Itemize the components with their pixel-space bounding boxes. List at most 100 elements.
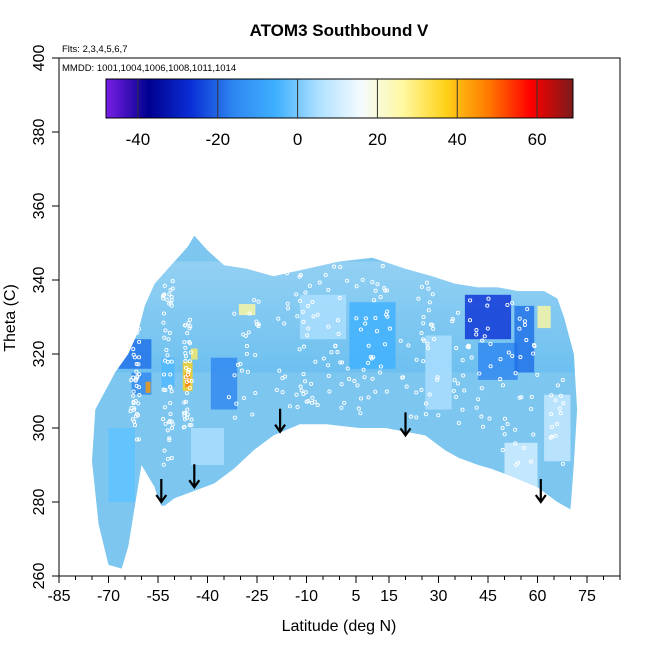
observation-point — [303, 379, 308, 384]
observation-point — [479, 414, 484, 419]
observation-point — [133, 399, 138, 404]
observation-point — [373, 389, 378, 394]
flights-annotation: Flts: 2,3,4,5,6,7 — [62, 44, 127, 55]
observation-point — [382, 342, 388, 347]
observation-point — [127, 325, 133, 330]
observation-point — [306, 303, 311, 308]
observation-point — [505, 302, 510, 308]
observation-point — [187, 341, 192, 346]
observation-point — [185, 407, 190, 412]
observation-point — [485, 303, 490, 308]
observation-point — [163, 388, 168, 393]
observation-point — [424, 280, 429, 285]
observation-point — [309, 381, 314, 386]
observation-point — [370, 376, 375, 381]
y-tick-label: 280 — [31, 489, 48, 516]
observation-point — [161, 292, 167, 298]
tropopause-arrow — [274, 408, 286, 434]
observation-point — [132, 419, 137, 424]
observation-point — [425, 346, 431, 351]
observation-point — [455, 310, 461, 315]
observation-point — [414, 390, 419, 395]
observation-point — [531, 351, 536, 356]
colorbar: -40 -20 0 20 40 60 — [105, 78, 574, 149]
x-tick-label: -85 — [47, 588, 70, 605]
observation-point — [452, 378, 457, 383]
observation-point — [421, 359, 426, 364]
observation-point — [128, 409, 133, 414]
observation-point — [189, 417, 194, 422]
x-tick-label: -40 — [196, 588, 219, 605]
observation-point — [513, 441, 518, 446]
colorbar-tick-label: 0 — [293, 130, 302, 149]
observation-point — [400, 375, 405, 380]
observation-point — [510, 300, 515, 306]
y-tick-label: 340 — [31, 267, 48, 294]
observation-point — [352, 378, 357, 383]
observation-point — [398, 338, 403, 343]
observation-point — [244, 351, 249, 356]
observation-point — [558, 411, 563, 416]
observation-point — [185, 412, 190, 417]
observation-point — [285, 301, 290, 306]
observation-point — [406, 343, 411, 348]
observation-point — [250, 412, 255, 417]
observation-point — [366, 360, 371, 365]
observation-point — [285, 306, 291, 311]
observation-point — [500, 448, 505, 453]
observation-point — [553, 433, 558, 438]
observation-point — [167, 292, 172, 297]
observation-point — [460, 407, 465, 412]
y-axis-label: Theta (C) — [2, 284, 19, 352]
observation-point — [134, 411, 140, 417]
observation-point — [131, 389, 136, 394]
observation-point — [184, 391, 190, 396]
observation-point — [414, 357, 419, 362]
observation-point — [369, 356, 374, 361]
observation-point — [374, 329, 380, 334]
observation-point — [168, 411, 173, 417]
observation-point — [132, 423, 138, 428]
tropopause-arrow — [188, 464, 201, 490]
observation-point — [549, 434, 554, 439]
tropopause-arrows — [155, 408, 547, 504]
observation-point — [378, 294, 383, 300]
observation-point — [363, 321, 368, 326]
observation-point — [323, 273, 328, 278]
observation-point — [486, 296, 491, 301]
observation-point — [298, 384, 303, 389]
observation-point — [183, 323, 188, 328]
observation-point — [450, 317, 455, 322]
observation-point — [555, 383, 560, 388]
observation-point — [456, 420, 461, 426]
observation-point — [168, 287, 173, 293]
observation-point — [517, 326, 522, 331]
observation-point — [136, 385, 141, 390]
observation-point — [253, 352, 258, 358]
observation-point — [549, 424, 554, 429]
observation-point — [254, 319, 259, 324]
observation-point — [358, 411, 363, 416]
observation-point — [305, 333, 310, 338]
observation-point — [382, 286, 387, 291]
observation-point — [162, 283, 167, 288]
observation-point — [435, 375, 440, 380]
observation-point — [277, 368, 282, 373]
observation-point — [167, 301, 172, 306]
field-patch — [191, 428, 224, 465]
observation-point — [354, 284, 359, 289]
observation-point — [294, 292, 299, 297]
observation-point — [479, 386, 484, 391]
observation-point — [455, 381, 461, 386]
y-axis: 260 280 300 320 340 360 380 400 — [31, 45, 59, 589]
observation-point — [339, 360, 345, 365]
observation-point — [129, 378, 134, 383]
observation-point — [488, 341, 493, 347]
y-tick-label: 400 — [31, 45, 48, 72]
observation-point — [553, 398, 558, 403]
observation-point — [274, 387, 279, 393]
observation-point — [549, 411, 554, 417]
observation-point — [162, 372, 167, 377]
observation-point — [436, 413, 441, 418]
observation-point — [306, 399, 311, 404]
